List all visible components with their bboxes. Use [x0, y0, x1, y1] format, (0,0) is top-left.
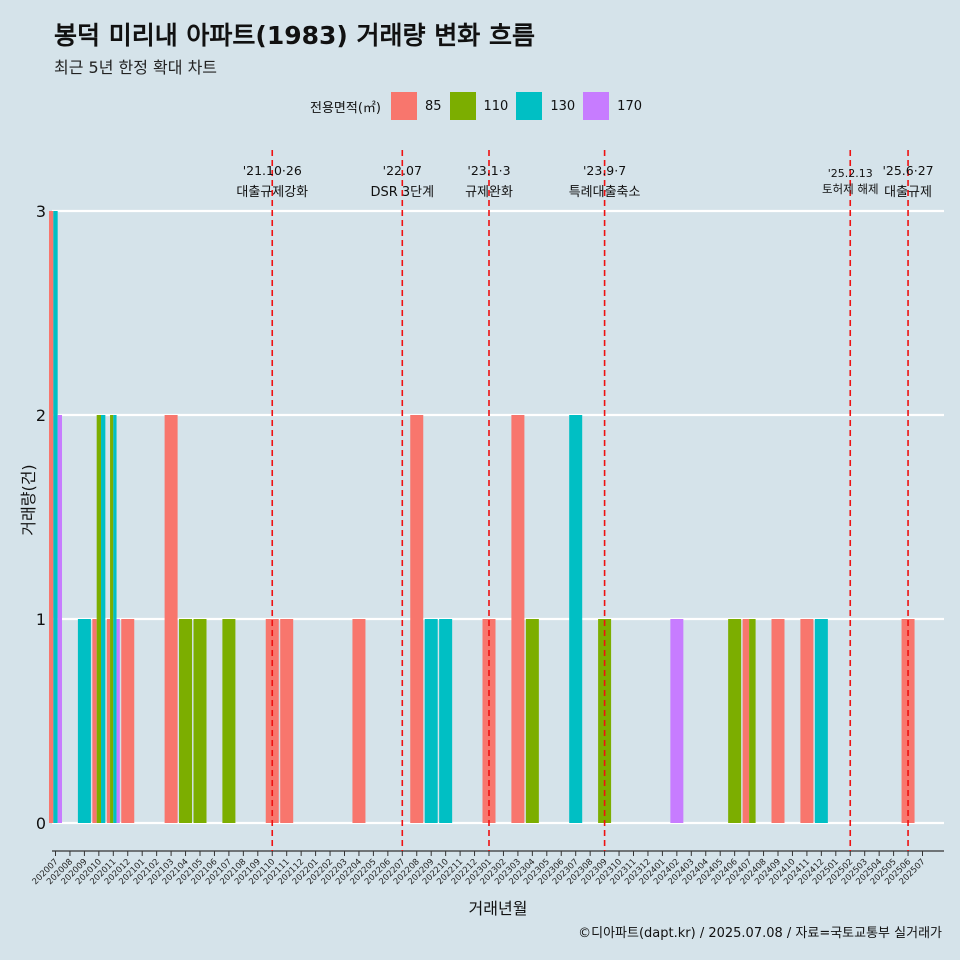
bar-110-202104 [179, 619, 193, 823]
legend-label-110: 110 [483, 98, 509, 114]
event-name-label: 대출규제강화 [236, 185, 308, 200]
bar-130-202210 [439, 619, 453, 823]
y-tick-label: 0 [36, 814, 46, 833]
y-axis-title: 거래량(건) [19, 464, 38, 535]
bar-110-202010 [96, 415, 102, 823]
event-date-label: '23.1·3 [467, 163, 510, 178]
bar-110-202407 [749, 619, 756, 823]
bar-130-202412 [814, 619, 828, 823]
bar-130-202009 [77, 619, 91, 823]
legend-item-170: 170 [583, 92, 642, 120]
bar-85-202204 [352, 619, 366, 823]
y-tick-label: 3 [36, 202, 46, 221]
legend-label-85: 85 [424, 98, 442, 114]
legend-label-130: 130 [550, 98, 576, 114]
chart-subtitle: 최근 5년 한정 확대 차트 [54, 58, 218, 77]
bar-130-202011 [113, 415, 117, 823]
legend-item-85: 85 [390, 92, 442, 120]
event-name-label: 규제완화 [465, 185, 513, 200]
event-name-label: 토허제 해제 [822, 182, 879, 196]
bar-85-202411 [800, 619, 814, 823]
event-name-label: DSR 3단계 [370, 185, 434, 200]
bar-85-202012 [121, 619, 135, 823]
event-name-label: 특례대출축소 [569, 185, 641, 200]
source-caption: ©디아파트(dapt.kr) / 2025.07.08 / 자료=국토교통부 실… [578, 926, 942, 941]
chart-title: 봉덕 미리내 아파트(1983) 거래량 변화 흐름 [54, 21, 535, 50]
bar-110-202304 [525, 619, 539, 823]
event-date-label: '25.6·27 [882, 163, 933, 178]
bar-85-202011 [106, 619, 111, 823]
legend-item-130: 130 [516, 92, 575, 120]
legend: 전용면적(㎡) 85 110 130 170 [0, 92, 960, 120]
legend-item-110: 110 [449, 92, 509, 120]
x-axis-title: 거래년월 [469, 899, 528, 918]
y-tick-label: 2 [36, 406, 46, 425]
bar-85-202111 [280, 619, 294, 823]
event-date-label: '23.9·7 [583, 163, 626, 178]
event-date-label: '21.10·26 [243, 163, 302, 178]
bar-85-202407 [742, 619, 750, 823]
bar-170-202007 [57, 415, 63, 823]
bar-130-202307 [569, 415, 583, 823]
bar-85-202409 [771, 619, 785, 823]
y-tick-label: 1 [36, 610, 46, 629]
bar-110-202011 [110, 415, 114, 823]
bar-130-202209 [424, 619, 438, 823]
event-date-label: '25.2.13 [828, 167, 873, 180]
bar-130-202010 [101, 415, 106, 823]
bar-170-202402 [670, 619, 684, 823]
bar-85-202010 [92, 619, 97, 823]
legend-swatch-170 [583, 92, 610, 120]
legend-label-170: 170 [617, 98, 642, 114]
event-date-label: '22.07 [383, 163, 422, 178]
legend-title: 전용면적(㎡) [309, 100, 381, 116]
bar-85-202208 [410, 415, 424, 823]
bar-85-202103 [164, 415, 178, 823]
bar-85-202007 [48, 211, 54, 823]
legend-swatch-110 [449, 92, 476, 120]
legend-swatch-130 [516, 92, 543, 120]
event-name-label: 대출규제 [884, 185, 932, 200]
legend-swatch-85 [390, 92, 417, 120]
bar-130-202007 [53, 211, 58, 823]
bar-110-202107 [222, 619, 236, 823]
bar-85-202303 [511, 415, 525, 823]
bar-110-202105 [193, 619, 207, 823]
bar-170-202011 [116, 619, 120, 823]
bar-110-202406 [728, 619, 742, 823]
